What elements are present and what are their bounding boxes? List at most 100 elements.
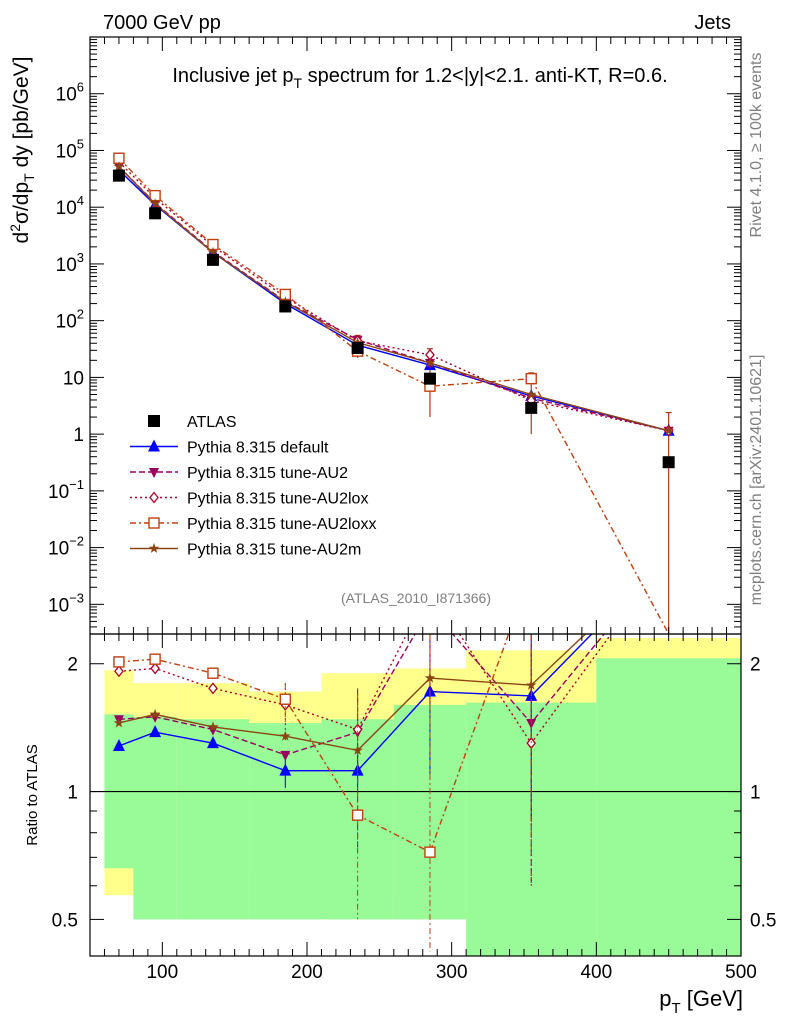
main-point-4-2 <box>207 246 219 257</box>
y-tick-exp-8: −2 <box>69 534 84 549</box>
ratio-line-3 <box>118 634 510 854</box>
ratio-point-3-4 <box>351 809 364 821</box>
legend-marker-0 <box>148 415 160 427</box>
ratio-point-0-2 <box>206 736 219 749</box>
ratio-tick-label-r-1: 1 <box>750 783 761 804</box>
ratio-point-2-2 <box>208 682 218 695</box>
legend-label-5: Pythia 8.315 tune-AU2m <box>187 542 361 559</box>
y-tick-label-7: 10−1 <box>48 477 84 503</box>
legend: ATLAS Pythia 8.315 default Pythia 8.315 tu… <box>130 414 376 559</box>
ratio-point-1-2 <box>207 725 218 736</box>
main-line-1 <box>118 166 669 432</box>
title-part-1: Inclusive jet p <box>172 65 293 87</box>
x-tick-label-200: 200 <box>291 962 323 983</box>
ylabel-mid: σ/dp <box>10 182 33 224</box>
ratio-point-4-0 <box>113 717 125 728</box>
y-tick-base-6: 1 <box>73 425 84 446</box>
data-point-7 <box>662 456 675 469</box>
ratio-point-2-1 <box>150 662 160 675</box>
main-line-2 <box>118 161 669 432</box>
legend-label-0: ATLAS <box>187 414 237 431</box>
ratio-series <box>112 634 612 952</box>
legend-marker-4 <box>148 517 160 529</box>
ratio-line-0 <box>118 634 593 772</box>
legend-label-1: Pythia 8.315 default <box>187 440 329 457</box>
y-tick-exp-4: 2 <box>77 307 84 322</box>
legend-marker-1 <box>148 439 160 452</box>
main-point-4-5 <box>424 357 436 368</box>
ratio-tick-label-r-0: 0.5 <box>750 910 776 931</box>
header-left: 7000 GeV pp <box>103 12 221 34</box>
data-point-3 <box>279 300 292 313</box>
analysis-label: (ATLAS_2010_I871366) <box>341 590 491 606</box>
y-tick-base-8: 10 <box>48 539 69 560</box>
ylabel-d: d <box>10 232 33 244</box>
y-tick-base-5: 10 <box>63 368 84 389</box>
legend-marker-5 <box>148 543 160 553</box>
ratio-point-0-1 <box>149 725 162 738</box>
x-tick-label-500: 500 <box>725 962 757 983</box>
y-tick-exp-0: 6 <box>77 80 84 95</box>
ylabel-sub: T <box>21 173 37 182</box>
main-series-clipped <box>112 152 675 634</box>
ratio-line-2 <box>118 634 612 745</box>
y-tick-base-2: 10 <box>56 198 77 219</box>
ratio-frame <box>89 633 742 957</box>
main-line-4 <box>118 166 669 432</box>
ratio-point-4-4 <box>352 744 363 755</box>
ratio-point-2-0 <box>114 665 124 678</box>
data-point-1 <box>149 207 162 220</box>
ratio-point-4-2 <box>207 721 219 732</box>
legend-label-2: Pythia 8.315 tune-AU2 <box>187 465 348 482</box>
band-green-2 <box>176 719 250 920</box>
title-sub: T <box>294 75 303 91</box>
y-tick-label-1: 105 <box>56 136 84 162</box>
y-tick-label-5: 10 <box>63 368 84 389</box>
title-part-2: spectrum for 1.2<|y|<2.1. anti-KT, R=0.6… <box>302 65 668 87</box>
ratio-bands <box>90 637 741 956</box>
mcplots-label: mcplots.cern.ch [arXiv:2401.10621] <box>748 355 765 606</box>
chart-title: Inclusive jet pT spectrum for 1.2<|y|<2.… <box>172 65 667 91</box>
y-tick-label-0: 106 <box>56 80 84 106</box>
ratio-point-2-4 <box>352 723 363 736</box>
ratio-point-3-3 <box>279 693 291 705</box>
legend-marker-2 <box>149 468 159 478</box>
header-right: Jets <box>694 12 731 34</box>
axes: 100 200 300 400 50010610510410310210110−110−… <box>48 36 776 983</box>
band-green-1 <box>133 716 177 920</box>
y-tick-label-8: 10−2 <box>48 534 84 560</box>
y-tick-label-4: 102 <box>56 307 84 333</box>
y-tick-base-3: 10 <box>56 255 77 276</box>
ratio-point-1-3 <box>280 750 291 761</box>
main-series <box>112 152 675 634</box>
main-point-3-6 <box>525 372 537 385</box>
ylabel-sup: 2 <box>7 224 23 232</box>
data-point-2 <box>206 253 219 266</box>
x-tick-label-400: 400 <box>580 962 612 983</box>
ratio-tick-label-r-2: 2 <box>750 655 761 676</box>
data-point-6 <box>525 401 538 414</box>
main-point-4-7 <box>663 425 674 436</box>
ratio-line-4 <box>118 634 587 752</box>
y-tick-exp-1: 5 <box>77 136 84 151</box>
ratio-y-label: Ratio to ATLAS <box>24 744 41 845</box>
y-tick-base-0: 10 <box>56 85 77 106</box>
y-axis-label: d2σ/dpT dy [pb/GeV] <box>7 57 37 244</box>
ratio-point-4-5 <box>424 672 436 683</box>
main-point-4-0 <box>113 161 125 171</box>
ratio-tick-label-2: 2 <box>67 655 78 676</box>
data-point-4 <box>351 341 364 354</box>
data-point-0 <box>112 169 125 182</box>
y-tick-exp-7: −1 <box>69 477 84 492</box>
ratio-tick-label-0: 0.5 <box>52 910 78 931</box>
main-line-0 <box>118 169 669 432</box>
band-green-7 <box>596 658 741 956</box>
ratio-tick-label-1: 1 <box>67 783 78 804</box>
rivet-label: Rivet 4.1.0, ≥ 100k events <box>748 53 765 238</box>
y-tick-base-4: 10 <box>56 312 77 333</box>
ratio-point-0-3 <box>279 763 292 776</box>
y-tick-exp-9: −3 <box>69 590 84 605</box>
ratio-point-3-0 <box>113 656 125 668</box>
y-tick-label-3: 103 <box>56 250 84 276</box>
